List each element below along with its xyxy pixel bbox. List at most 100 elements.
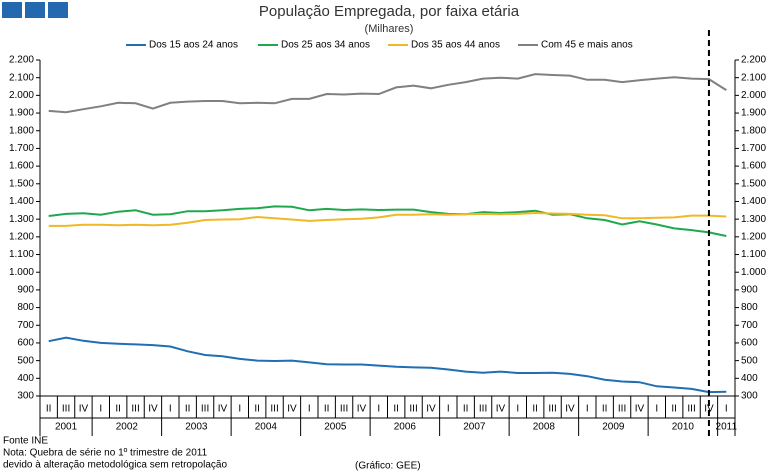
x-tick-label: II (463, 404, 469, 415)
x-tick-label: II (254, 404, 260, 415)
y2-tick-label: 700 (741, 320, 758, 331)
x-tick-label: IV (635, 404, 645, 415)
y-tick-label: 400 (17, 373, 34, 384)
year-label: 2003 (185, 422, 208, 433)
year-label: 2010 (672, 422, 695, 433)
y-tick-label: 500 (17, 355, 34, 366)
y-tick-label: 700 (17, 320, 34, 331)
x-tick-label: IV (148, 404, 158, 415)
x-tick-label: III (340, 404, 348, 415)
y-tick-label: 800 (17, 302, 34, 313)
y-tick-label: 1.700 (9, 143, 34, 154)
y-tick-label: 600 (17, 338, 34, 349)
y2-tick-label: 1.700 (741, 143, 766, 154)
year-label: 2011 (716, 422, 738, 433)
credit: (Gráfico: GEE) (355, 461, 421, 472)
y2-tick-label: 300 (741, 391, 758, 402)
x-tick-label: II (393, 404, 399, 415)
x-tick-label: III (548, 404, 556, 415)
year-label: 2008 (533, 422, 556, 433)
y-tick-label: 1.200 (9, 231, 34, 242)
x-tick-label: II (324, 404, 330, 415)
series-line (48, 336, 727, 394)
x-tick-label: III (62, 404, 70, 415)
y-tick-label: 2.000 (9, 90, 34, 101)
y2-tick-label: 2.200 (741, 55, 766, 66)
y-tick-label: 1.900 (9, 108, 34, 119)
x-tick-label: I (238, 404, 241, 415)
y2-tick-label: 1.800 (741, 125, 766, 136)
x-tick-label: III (201, 404, 209, 415)
y-tick-label: 2.200 (9, 55, 34, 66)
x-tick-label: II (532, 404, 538, 415)
x-tick-label: I (655, 404, 658, 415)
x-tick-label: III (687, 404, 695, 415)
x-tick-label: III (131, 404, 139, 415)
y2-tick-label: 1.100 (741, 249, 766, 260)
year-label: 2002 (116, 422, 139, 433)
y2-tick-label: 500 (741, 355, 758, 366)
y-tick-label: 1.500 (9, 178, 34, 189)
x-tick-label: II (602, 404, 608, 415)
legend-label: Dos 35 aos 44 anos (411, 40, 500, 51)
y2-tick-label: 900 (741, 285, 758, 296)
note: devido à alteração metodológica sem retr… (3, 460, 227, 471)
note: Fonte INE (3, 436, 48, 447)
y2-tick-label: 1.200 (741, 231, 766, 242)
x-tick-label: I (586, 404, 589, 415)
x-tick-label: IV (704, 404, 714, 415)
y2-tick-label: 1.300 (741, 214, 766, 225)
x-tick-label: IV (287, 404, 297, 415)
x-tick-label: III (270, 404, 278, 415)
x-tick-label: III (409, 404, 417, 415)
chart-title: População Empregada, por faixa etária (259, 3, 520, 20)
x-tick-label: IV (218, 404, 228, 415)
y2-tick-label: 1.600 (741, 161, 766, 172)
year-label: 2006 (394, 422, 417, 433)
year-label: 2007 (463, 422, 486, 433)
x-tick-label: IV (565, 404, 575, 415)
year-label: 2005 (324, 422, 347, 433)
x-tick-label: II (185, 404, 191, 415)
series-line (48, 73, 727, 114)
series-line (48, 211, 727, 227)
x-tick-label: IV (496, 404, 506, 415)
x-tick-label: IV (426, 404, 436, 415)
x-tick-label: I (169, 404, 172, 415)
x-tick-label: III (479, 404, 487, 415)
note: Nota: Quebra de série no 1º trimestre de… (3, 448, 208, 459)
y-tick-label: 1.100 (9, 249, 34, 260)
x-tick-label: I (377, 404, 380, 415)
y2-tick-label: 1.900 (741, 108, 766, 119)
legend-label: Dos 15 aos 24 anos (149, 40, 238, 51)
y-tick-label: 1.300 (9, 214, 34, 225)
x-tick-label: I (725, 404, 728, 415)
y2-tick-label: 800 (741, 302, 758, 313)
logo-square (2, 2, 22, 18)
y-tick-label: 300 (17, 391, 34, 402)
x-tick-label: IV (357, 404, 367, 415)
y-tick-label: 900 (17, 285, 34, 296)
y-tick-label: 1.800 (9, 125, 34, 136)
x-tick-label: II (46, 404, 52, 415)
year-label: 2009 (602, 422, 625, 433)
x-tick-label: I (447, 404, 450, 415)
y2-tick-label: 2.100 (741, 72, 766, 83)
y2-tick-label: 600 (741, 338, 758, 349)
x-tick-label: III (618, 404, 626, 415)
y-tick-label: 2.100 (9, 72, 34, 83)
legend-label: Dos 25 aos 34 anos (281, 40, 370, 51)
year-label: 2004 (255, 422, 278, 433)
chart-subtitle: (Milhares) (365, 23, 414, 35)
series-line (48, 205, 727, 237)
year-label: 2001 (55, 422, 78, 433)
y2-tick-label: 2.000 (741, 90, 766, 101)
x-tick-label: I (308, 404, 311, 415)
y-tick-label: 1.400 (9, 196, 34, 207)
x-tick-label: IV (79, 404, 89, 415)
x-tick-label: II (115, 404, 121, 415)
y-tick-label: 1.000 (9, 267, 34, 278)
y2-tick-label: 400 (741, 373, 758, 384)
logo-square (48, 2, 68, 18)
